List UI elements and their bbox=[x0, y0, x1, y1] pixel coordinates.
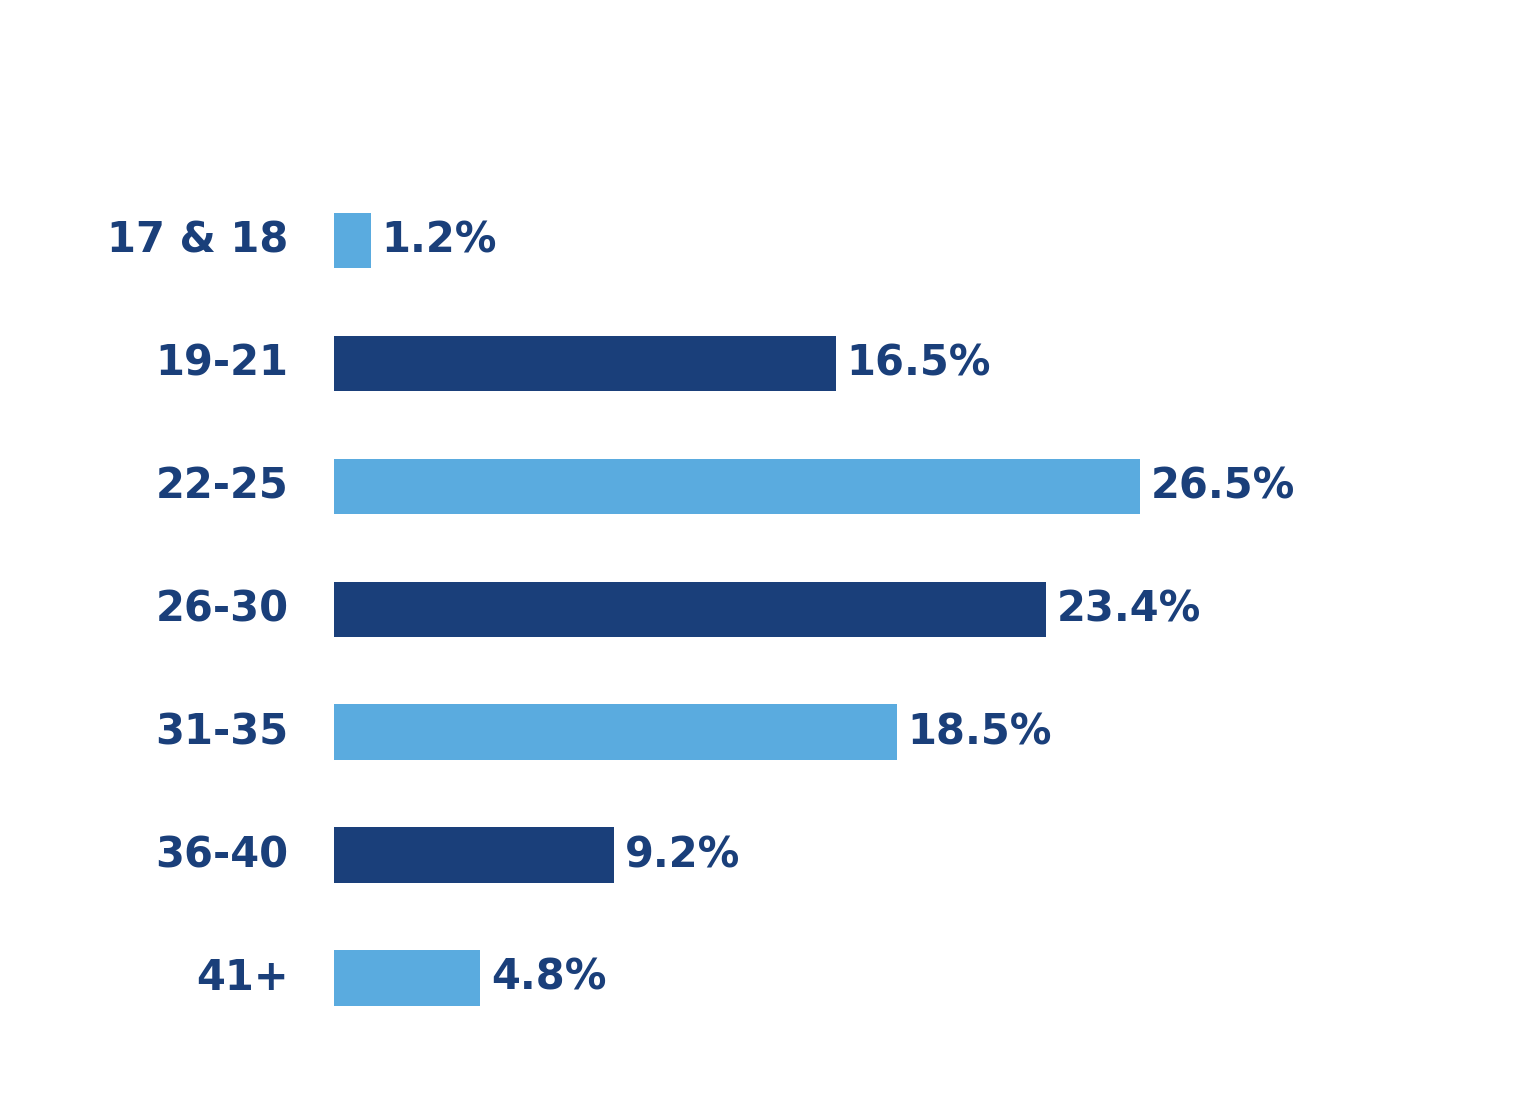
Text: 16.5%: 16.5% bbox=[847, 343, 991, 384]
Text: 23.4%: 23.4% bbox=[1056, 588, 1201, 631]
Bar bbox=[334, 336, 836, 391]
Text: 31-35: 31-35 bbox=[155, 711, 289, 753]
Text: 4.8%: 4.8% bbox=[491, 956, 606, 999]
Text: 36-40: 36-40 bbox=[155, 834, 289, 876]
Bar bbox=[334, 458, 1140, 514]
Text: 22-25: 22-25 bbox=[157, 465, 289, 507]
Bar bbox=[334, 704, 897, 759]
Bar bbox=[334, 828, 614, 883]
Text: 17 & 18: 17 & 18 bbox=[108, 220, 289, 261]
Text: 19-21: 19-21 bbox=[155, 343, 289, 384]
Text: 1.2%: 1.2% bbox=[382, 220, 497, 261]
Bar bbox=[334, 581, 1046, 637]
Text: 18.5%: 18.5% bbox=[907, 711, 1052, 753]
Bar bbox=[334, 213, 371, 268]
Text: 41+: 41+ bbox=[196, 956, 289, 999]
Text: 9.2%: 9.2% bbox=[625, 834, 740, 876]
Text: 26.5%: 26.5% bbox=[1151, 465, 1295, 507]
Bar bbox=[334, 950, 480, 1006]
Text: 26-30: 26-30 bbox=[155, 588, 289, 631]
